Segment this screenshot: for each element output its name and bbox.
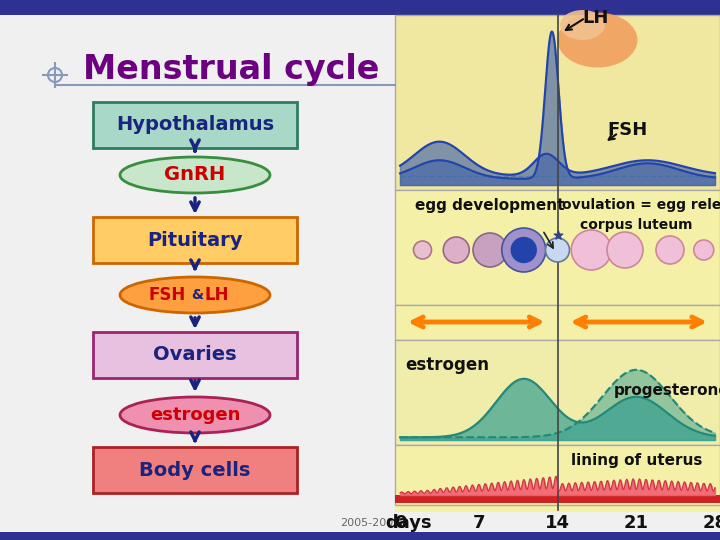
Text: estrogen: estrogen	[150, 406, 240, 424]
Text: Body cells: Body cells	[139, 461, 251, 480]
Circle shape	[656, 236, 684, 264]
FancyBboxPatch shape	[93, 102, 297, 148]
FancyBboxPatch shape	[395, 15, 720, 512]
Circle shape	[502, 228, 546, 272]
FancyBboxPatch shape	[395, 15, 720, 190]
Text: 14: 14	[545, 514, 570, 532]
Circle shape	[546, 238, 570, 262]
FancyBboxPatch shape	[0, 0, 720, 15]
Ellipse shape	[120, 397, 270, 433]
Text: 0: 0	[394, 514, 406, 532]
Circle shape	[413, 241, 431, 259]
FancyBboxPatch shape	[395, 445, 720, 505]
Text: estrogen: estrogen	[405, 356, 489, 374]
Point	[552, 231, 563, 239]
Text: days: days	[385, 514, 431, 532]
Text: 21: 21	[624, 514, 649, 532]
Circle shape	[607, 232, 643, 268]
Text: LH: LH	[582, 9, 609, 27]
FancyBboxPatch shape	[395, 340, 720, 445]
FancyBboxPatch shape	[93, 332, 297, 378]
FancyBboxPatch shape	[93, 447, 297, 493]
Circle shape	[694, 240, 714, 260]
FancyBboxPatch shape	[395, 305, 720, 340]
Text: corpus luteum: corpus luteum	[580, 218, 693, 232]
Circle shape	[510, 237, 537, 263]
Text: LH: LH	[204, 286, 229, 304]
Text: lining of uterus: lining of uterus	[570, 453, 702, 468]
Text: FSH: FSH	[148, 286, 186, 304]
Text: 7: 7	[472, 514, 485, 532]
Text: Hypothalamus: Hypothalamus	[116, 116, 274, 134]
Text: 28: 28	[703, 514, 720, 532]
Text: &: &	[187, 288, 204, 302]
Ellipse shape	[557, 12, 637, 68]
Text: Menstrual cycle: Menstrual cycle	[83, 53, 379, 86]
Text: ovulation = egg release: ovulation = egg release	[562, 198, 720, 212]
FancyBboxPatch shape	[395, 495, 720, 503]
Text: GnRH: GnRH	[164, 165, 225, 185]
Text: Ovaries: Ovaries	[153, 346, 237, 365]
Text: 2005-2006: 2005-2006	[340, 518, 400, 528]
Text: egg development: egg development	[415, 198, 564, 213]
Circle shape	[571, 230, 611, 270]
Text: FSH: FSH	[608, 121, 648, 139]
Ellipse shape	[560, 10, 605, 40]
Ellipse shape	[120, 277, 270, 313]
Circle shape	[473, 233, 507, 267]
FancyBboxPatch shape	[0, 532, 720, 540]
Circle shape	[444, 237, 469, 263]
FancyBboxPatch shape	[93, 217, 297, 263]
Ellipse shape	[120, 157, 270, 193]
Text: progesterone: progesterone	[613, 382, 720, 397]
FancyBboxPatch shape	[395, 190, 720, 305]
Text: Pituitary: Pituitary	[148, 231, 243, 249]
